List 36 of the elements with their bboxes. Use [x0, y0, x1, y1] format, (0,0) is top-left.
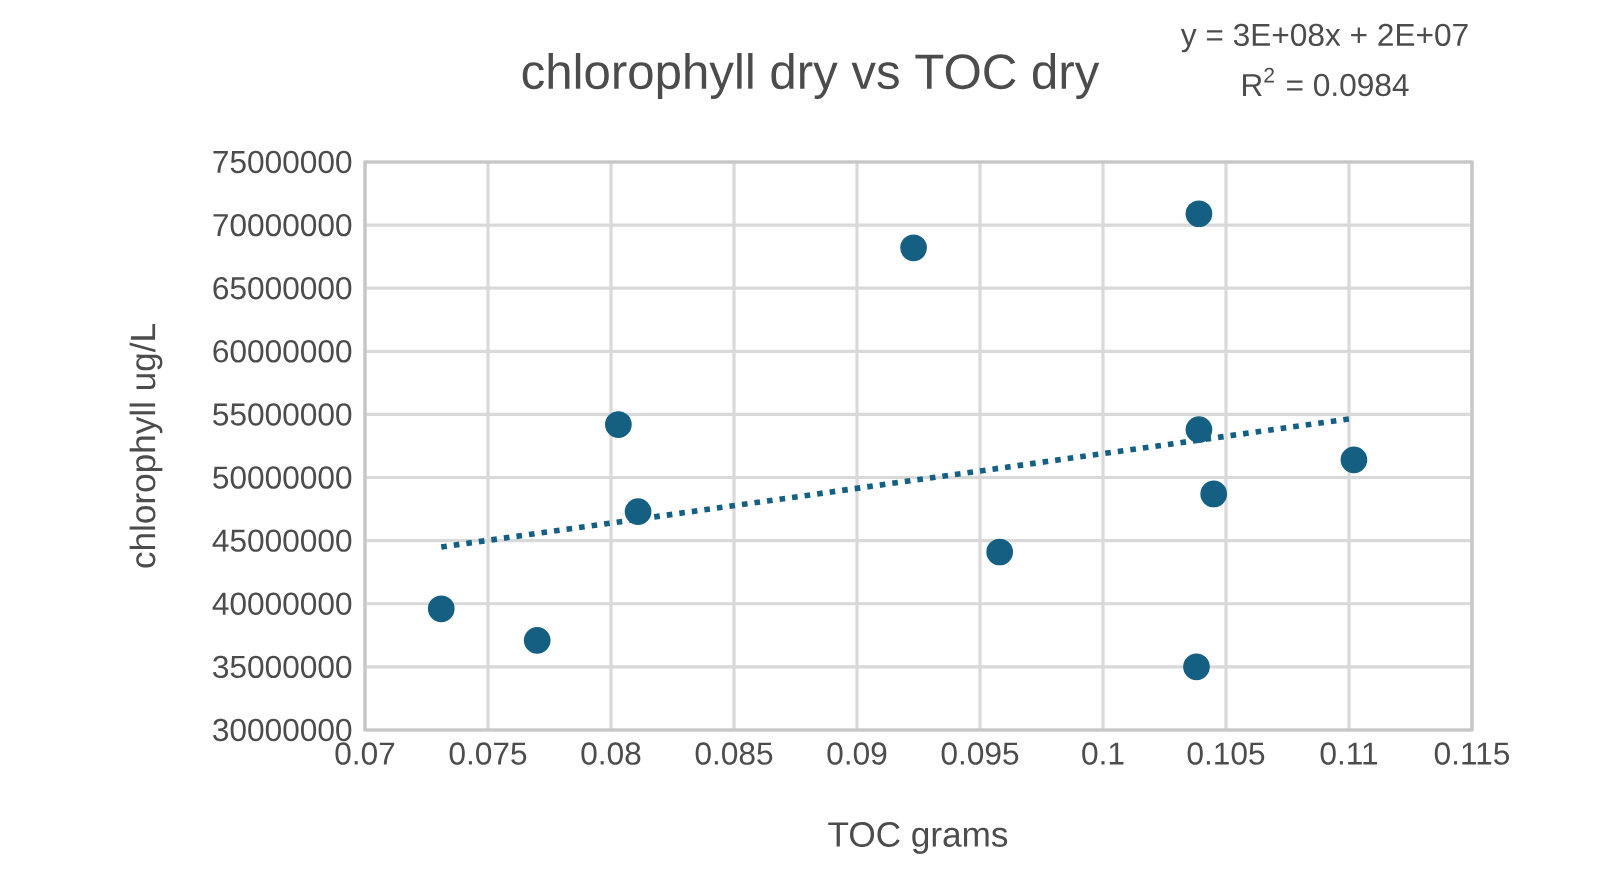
y-tick-label: 50000000	[213, 466, 352, 489]
point	[1185, 416, 1213, 443]
text: y = 3E+08x + 2E+07	[1180, 23, 1468, 53]
x-tick-label: 0.075	[449, 742, 527, 765]
point	[427, 595, 455, 623]
x-tick-label: 0.115	[1434, 742, 1510, 765]
x-tick-label: 0.105	[1187, 742, 1265, 765]
y-tick-label: 45000000	[212, 529, 352, 552]
y-tick-label: 40000000	[212, 592, 352, 615]
x-tick-label: 0.1	[1082, 742, 1124, 765]
x-tick-label: 0.09	[827, 742, 887, 765]
x-axis-title: TOC grams	[828, 822, 1008, 854]
x-tick-label: 0.08	[581, 742, 641, 765]
y-tick-label: 60000000	[213, 340, 352, 363]
point	[900, 234, 927, 262]
text: R$^{2}$ = 0.0984	[1243, 67, 1409, 97]
y-tick-label: 35000000	[213, 655, 352, 679]
chart-title: chlorophyll dry vs TOC dry	[522, 53, 1100, 99]
point	[986, 538, 1014, 566]
x-tick-label: 0.085	[695, 742, 773, 765]
y-tick-label: 70000000	[213, 213, 352, 237]
point	[1183, 653, 1210, 681]
y-axis-title: chlorophyll ug/L	[129, 324, 163, 568]
point	[1340, 446, 1368, 474]
y-tick-label: 30000000	[213, 718, 352, 742]
x-tick-label: 0.095	[941, 742, 1019, 765]
y-tick-label: 65000000	[213, 277, 352, 300]
point	[523, 627, 551, 654]
point	[1185, 200, 1213, 228]
y-tick-label: 75000000	[213, 150, 352, 174]
point	[605, 411, 632, 438]
x-tick-label: 0.07	[335, 742, 395, 765]
y-tick-label: 55000000	[213, 403, 352, 426]
point	[624, 498, 652, 525]
point	[1200, 480, 1228, 508]
x-tick-label: 0.11	[1320, 742, 1378, 765]
